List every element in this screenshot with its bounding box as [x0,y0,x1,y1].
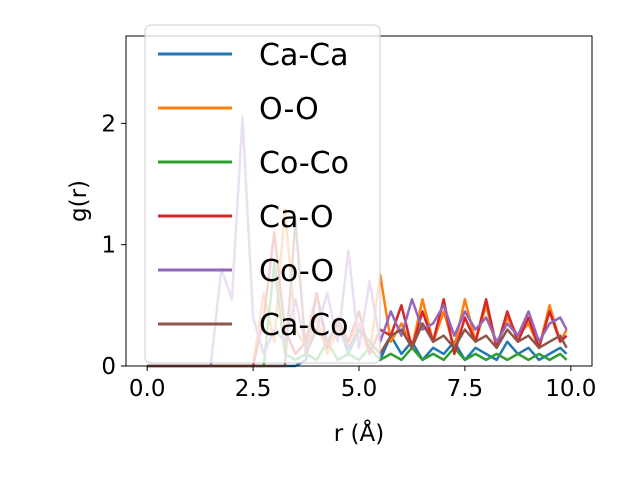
x-axis-label: r (Å) [334,419,384,447]
y-axis-label: g(r) [66,180,92,222]
y-axis: 0 1 2 [101,111,126,380]
legend-entry: Co-Co [259,146,349,181]
legend-entry: Ca-Ca [259,38,349,73]
x-tick-label: 7.5 [447,376,484,402]
legend-entry: Ca-Co [259,308,348,343]
x-tick-label: 2.5 [235,376,272,402]
legend-entry: Co-O [259,254,334,289]
x-tick-label: 10.0 [545,376,596,402]
y-tick-label: 1 [101,233,116,259]
x-axis: 0.0 2.5 5.0 7.5 10.0 [129,366,596,402]
legend: Ca-Ca O-O Co-Co Ca-O Co-O Ca-Co [144,24,381,364]
x-tick-label: 5.0 [341,376,378,402]
x-tick-label: 0.0 [129,376,166,402]
legend-entry: Ca-O [259,200,334,235]
y-tick-label: 0 [101,354,116,380]
y-tick-label: 2 [101,111,116,137]
legend-entry: O-O [259,92,319,127]
